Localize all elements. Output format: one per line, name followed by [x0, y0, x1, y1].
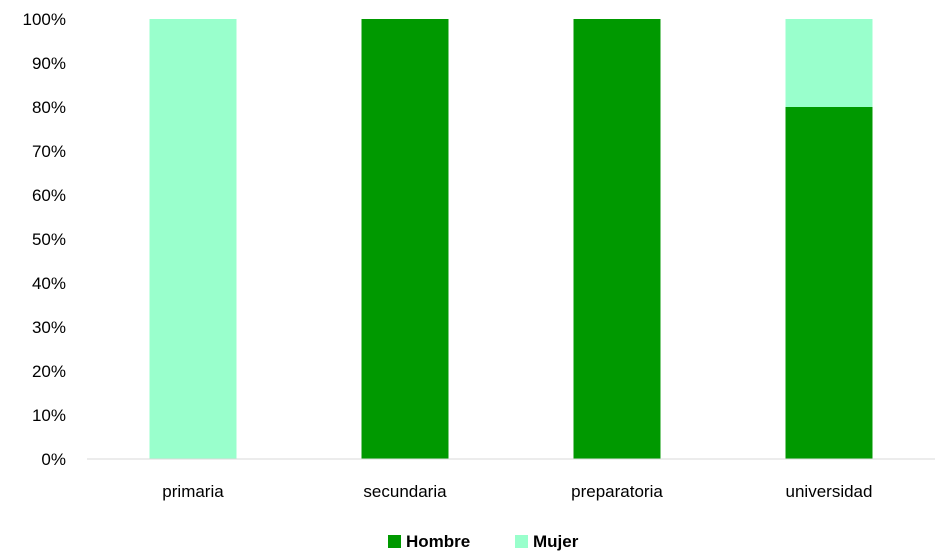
legend: Hombre Mujer: [388, 532, 579, 551]
bar-mujer-universidad: [785, 19, 873, 107]
y-tick-label: 20%: [32, 362, 66, 381]
y-axis: 0% 10% 20% 30% 40% 50% 60% 70% 80% 90% 100%: [23, 10, 66, 469]
bar-hombre-preparatoria: [573, 19, 661, 459]
y-tick-label: 30%: [32, 318, 66, 337]
bar-hombre-universidad: [785, 107, 873, 459]
bar-mujer-primaria: [149, 19, 237, 459]
y-tick-label: 0%: [41, 450, 66, 469]
bar-hombre-secundaria: [361, 19, 449, 459]
y-tick-label: 100%: [23, 10, 66, 29]
y-tick-label: 10%: [32, 406, 66, 425]
legend-swatch-mujer: [515, 535, 528, 548]
legend-swatch-hombre: [388, 535, 401, 548]
x-category-label: primaria: [162, 482, 224, 501]
y-tick-label: 70%: [32, 142, 66, 161]
y-tick-label: 80%: [32, 98, 66, 117]
y-tick-label: 90%: [32, 54, 66, 73]
x-category-label: preparatoria: [571, 482, 663, 501]
x-category-label: secundaria: [363, 482, 447, 501]
legend-label-mujer: Mujer: [533, 532, 579, 551]
legend-label-hombre: Hombre: [406, 532, 470, 551]
x-axis: primaria secundaria preparatoria universida…: [162, 482, 872, 501]
y-tick-label: 50%: [32, 230, 66, 249]
bars-group: [149, 19, 873, 459]
x-category-label: universidad: [786, 482, 873, 501]
y-tick-label: 40%: [32, 274, 66, 293]
y-tick-label: 60%: [32, 186, 66, 205]
